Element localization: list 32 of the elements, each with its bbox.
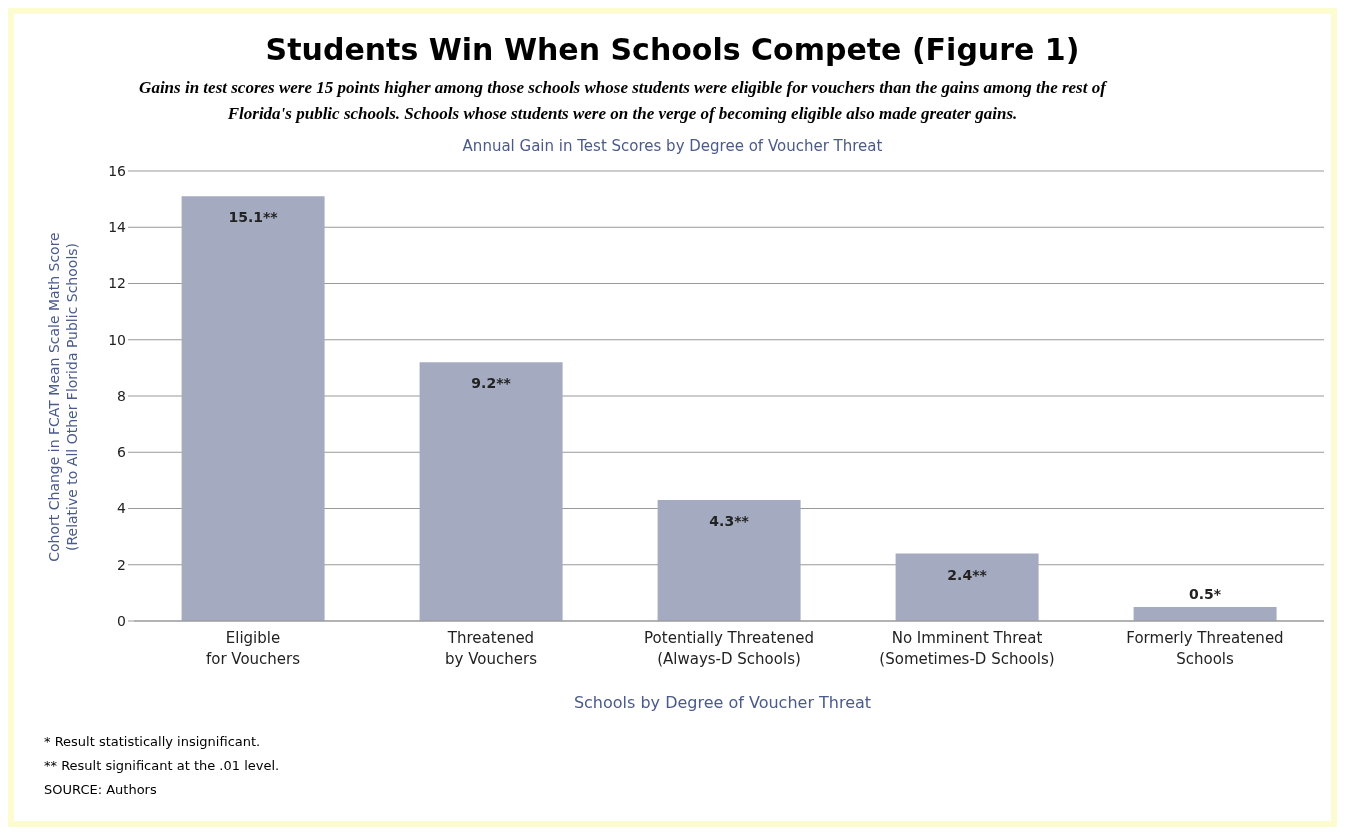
text: * Result statistically insignificant. [44,733,262,751]
x-tick-label: Threatened by Vouchers [445,629,538,668]
y-tick-label: 16 [108,162,127,179]
x-tick-label: No Imminent Threat (Sometimes-D Schools) [879,629,1055,668]
y-tick-label: 0 [117,612,126,629]
y-tick-label: 6 [117,444,127,461]
data-label: 2.4** [947,566,988,583]
bar [181,196,325,621]
data-label: 0.5* [1189,585,1222,602]
bar [895,553,1039,621]
x-axis-title: Schools by Degree of Voucher Threat [572,693,873,712]
y-tick-label: 12 [108,275,126,292]
bar [1133,606,1277,621]
bar [657,500,801,621]
y-axis-title: Cohort Change in FCAT Mean Scale Math Score (Relative to All Other Florida Public Schools) [45,231,81,564]
bar [419,362,563,621]
x-tick-label: Eligible for Vouchers [205,629,301,668]
data-label: 9.2** [471,375,512,392]
data-label: 4.3** [709,513,750,530]
data-label: 15.1** [228,209,279,226]
source-note: SOURCE: Authors [44,781,158,799]
chart-subtitle: Gains in test scores were 15 points higher among those schools whose students were eligible for vouchers than the gains among the rest of Florida's public schools. Schools whose students were on the verge of becoming eligible also made greater gains. [138,77,1109,125]
y-tick-label: 14 [108,219,127,236]
y-tick-label: 10 [108,331,126,348]
x-tick-label: Formerly Threatened Schools [1126,629,1284,668]
y-tick-label: 4 [117,500,127,517]
x-tick-label: Potentially Threatened (Always-D Schools) [644,629,814,668]
y-tick-label: 8 [117,387,126,404]
text: Annual Gain in Test Scores by Degree of Voucher Threat [461,137,884,155]
y-tick-label: 2 [117,556,126,573]
text: ** Result significant at the .01 level. [44,757,281,775]
chart-title: Students Win When Schools Compete (Figure 1) [264,31,1081,67]
